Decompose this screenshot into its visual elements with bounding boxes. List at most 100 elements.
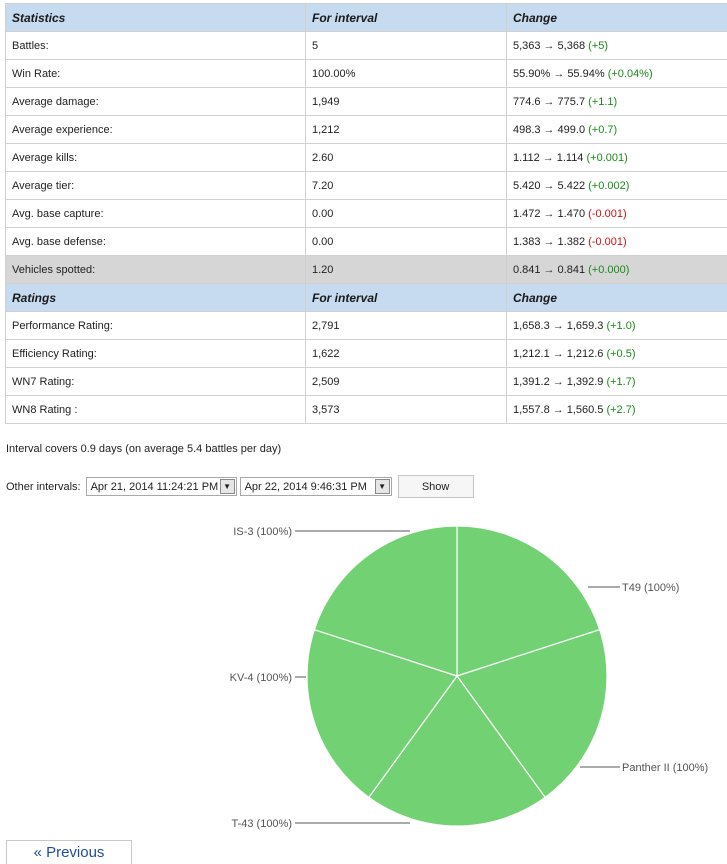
change-delta: (+0.04%) [608, 68, 653, 80]
arrow-right-icon: → [550, 68, 567, 80]
change-from: 55.90% [513, 68, 550, 80]
other-intervals: Other intervals: Apr 21, 2014 11:24:21 P… [6, 475, 474, 498]
vehicle-pie-chart: IS-3 (100%) T49 (100%) Panther II (100%) T-… [0, 505, 727, 835]
change-delta: (+0.000) [588, 264, 629, 276]
interval-note: Interval covers 0.9 days (on average 5.4… [6, 443, 281, 455]
row-interval-value: 2,509 [306, 368, 507, 396]
pie-label: T49 (100%) [622, 582, 679, 594]
pie-label: Panther II (100%) [622, 762, 708, 774]
stats-header-label: Statistics [6, 4, 306, 32]
change-from: 5,363 [513, 40, 541, 52]
change-from: 774.6 [513, 96, 541, 108]
change-to: 499.0 [558, 124, 586, 136]
change-from: 5.420 [513, 180, 541, 192]
change-from: 1,658.3 [513, 320, 550, 332]
arrow-right-icon: → [550, 376, 567, 388]
interval-to-value: Apr 22, 2014 9:46:31 PM [245, 481, 367, 493]
row-label: Average kills: [6, 144, 306, 172]
pie-label: T-43 (100%) [231, 818, 292, 830]
change-from: 1,557.8 [513, 404, 550, 416]
arrow-right-icon: → [541, 208, 558, 220]
change-delta: (+1.0) [606, 320, 635, 332]
row-label: Efficiency Rating: [6, 340, 306, 368]
show-button[interactable]: Show [398, 475, 474, 498]
row-label: Avg. base defense: [6, 228, 306, 256]
change-to: 1,212.6 [567, 348, 604, 360]
change-delta: (+1.1) [588, 96, 617, 108]
arrow-right-icon: → [541, 96, 558, 108]
row-change: 1,391.2→1,392.9 (+1.7) [507, 368, 727, 396]
row-change: 1.383→1.382 (-0.001) [507, 228, 727, 256]
change-delta: (-0.001) [588, 208, 627, 220]
row-interval-value: 1,622 [306, 340, 507, 368]
stats-header-interval: For interval [306, 4, 507, 32]
row-label: Average tier: [6, 172, 306, 200]
row-change: 5.420→5.422 (+0.002) [507, 172, 727, 200]
arrow-right-icon: → [550, 404, 567, 416]
change-delta: (+0.7) [588, 124, 617, 136]
arrow-right-icon: → [541, 124, 558, 136]
row-change: 5,363→5,368 (+5) [507, 32, 727, 60]
change-to: 5.422 [558, 180, 586, 192]
table-row: Vehicles spotted:1.20 0.841→0.841 (+0.000… [6, 256, 727, 284]
previous-button[interactable]: « Previous [6, 840, 132, 864]
pie-label: IS-3 (100%) [233, 526, 292, 538]
change-to: 1,392.9 [567, 376, 604, 388]
row-change: 55.90%→55.94% (+0.04%) [507, 60, 727, 88]
row-interval-value: 100.00% [306, 60, 507, 88]
table-row: Win Rate:100.00%55.90%→55.94% (+0.04%) [6, 60, 727, 88]
row-interval-value: 2,791 [306, 312, 507, 340]
row-interval-value: 7.20 [306, 172, 507, 200]
arrow-right-icon: → [541, 264, 558, 276]
chevron-down-icon[interactable]: ▼ [220, 479, 235, 494]
change-to: 1,560.5 [567, 404, 604, 416]
change-delta: (+2.7) [606, 404, 635, 416]
row-label: Avg. base capture: [6, 200, 306, 228]
row-change: 1,557.8→1,560.5 (+2.7) [507, 396, 727, 424]
change-to: 0.841 [558, 264, 586, 276]
arrow-right-icon: → [541, 180, 558, 192]
row-interval-value: 0.00 [306, 228, 507, 256]
change-from: 1.472 [513, 208, 541, 220]
row-label: Vehicles spotted: [6, 256, 306, 284]
row-label: Battles: [6, 32, 306, 60]
row-label: Performance Rating: [6, 312, 306, 340]
arrow-right-icon: → [550, 348, 567, 360]
row-label: Win Rate: [6, 60, 306, 88]
interval-to-select[interactable]: Apr 22, 2014 9:46:31 PM ▼ [240, 477, 392, 496]
pie-label: KV-4 (100%) [230, 672, 292, 684]
row-interval-value: 1.20 [306, 256, 507, 284]
change-to: 1.470 [558, 208, 586, 220]
change-delta: (-0.001) [588, 236, 627, 248]
row-change: 1.472→1.470 (-0.001) [507, 200, 727, 228]
row-label: WN7 Rating: [6, 368, 306, 396]
interval-from-select[interactable]: Apr 21, 2014 11:24:21 PM ▼ [86, 477, 237, 496]
change-to: 1,659.3 [567, 320, 604, 332]
arrow-right-icon: → [541, 40, 558, 52]
row-change: 1,658.3→1,659.3 (+1.0) [507, 312, 727, 340]
change-from: 1,391.2 [513, 376, 550, 388]
row-label: Average experience: [6, 116, 306, 144]
change-to: 5,368 [558, 40, 586, 52]
row-interval-value: 2.60 [306, 144, 507, 172]
arrow-right-icon: → [540, 152, 557, 164]
change-to: 1.382 [558, 236, 586, 248]
change-from: 1,212.1 [513, 348, 550, 360]
change-from: 0.841 [513, 264, 541, 276]
ratings-header-interval: For interval [306, 284, 507, 312]
row-change: 1.112→1.114 (+0.001) [507, 144, 727, 172]
chevron-down-icon[interactable]: ▼ [375, 479, 390, 494]
change-to: 1.114 [557, 152, 584, 164]
row-label: WN8 Rating : [6, 396, 306, 424]
